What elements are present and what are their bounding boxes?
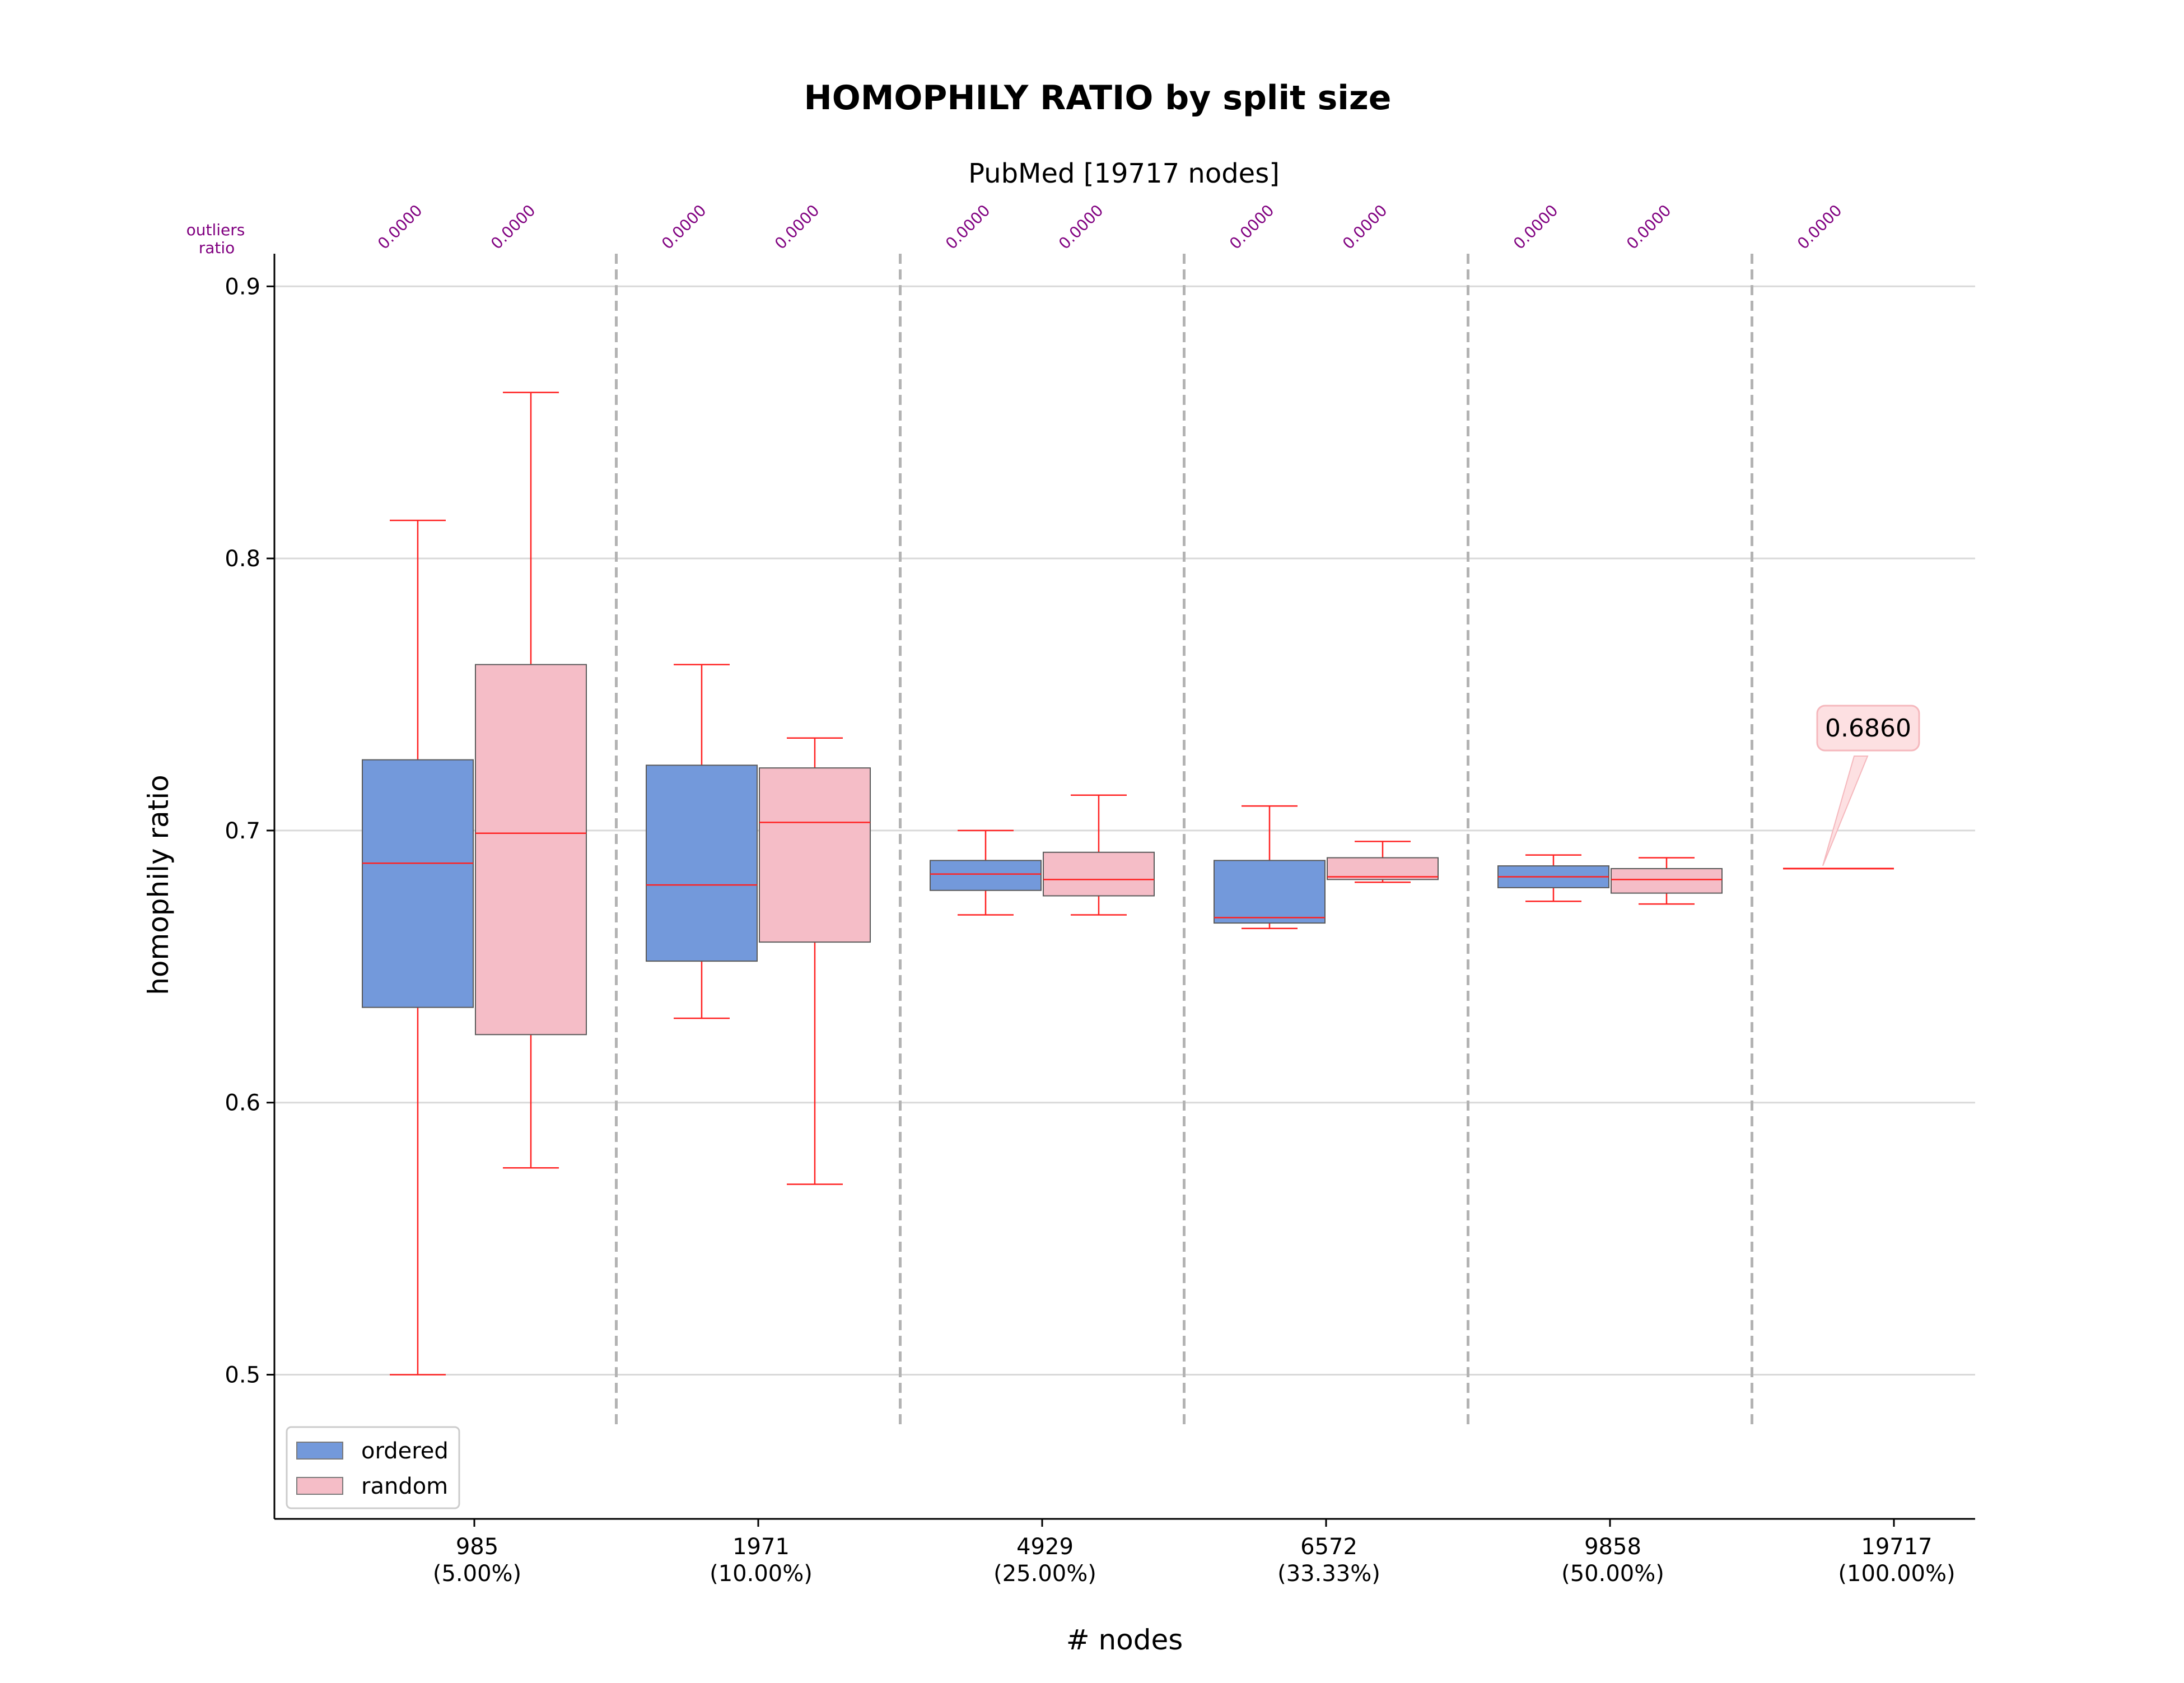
box-ordered-6572 [1214,805,1326,930]
x-axis-label: # nodes [1066,1624,1183,1656]
x-tick-label: 985 [456,1534,498,1560]
outlier-ratio-label: 0.0000 [1055,201,1107,253]
annotation-value: 0.6860 [1825,714,1911,743]
x-tick-sublabel: (5.00%) [433,1561,521,1587]
chart-subtitle: PubMed [19717 nodes] [968,158,1280,189]
box-ordered-4929 [930,829,1042,916]
plot-area: 0.6860 0.5 0.6 0.7 0.8 0.9 985(5.00%) 1971(10.0… [186,201,1975,1587]
box-random-985 [475,391,587,1169]
outliers-header-line1: outliers [186,221,245,239]
x-tick-sublabel: (100.00%) [1838,1561,1955,1587]
iqr-box [1327,857,1439,880]
x-tick-sublabel: (50.00%) [1561,1561,1664,1587]
box-random-1971 [759,737,871,1185]
outlier-ratio-label: 0.0000 [1623,201,1675,253]
box-ordered-1971 [646,664,758,1019]
outlier-ratio-label: 0.0000 [1510,201,1562,253]
legend-label-ordered: ordered [361,1438,449,1464]
annotation-box [1816,705,1920,752]
y-tick-label: 0.8 [225,546,260,572]
outlier-ratio-label: 0.0000 [487,201,539,253]
y-tick-label: 0.6 [225,1090,260,1116]
outlier-ratio-label: 0.0000 [374,201,426,253]
iqr-box [1043,851,1155,897]
outlier-ratio-label: 0.0000 [771,201,823,253]
x-tick-label: 6572 [1300,1534,1357,1560]
box-ordered-985 [362,519,474,1376]
outlier-ratio-label: 0.0000 [1794,201,1846,253]
x-tick-label: 1971 [732,1534,790,1560]
iqr-box [759,767,871,943]
iqr-box [475,664,587,1036]
annotation-pointer [1822,756,1869,866]
chart-title: HOMOPHILY RATIO by split size [804,78,1391,118]
y-tick-label: 0.7 [225,818,260,844]
x-tick-sublabel: (25.00%) [993,1561,1096,1587]
y-tick-label: 0.9 [225,274,260,300]
iqr-box [362,759,474,1008]
x-tick-sublabel: (10.00%) [710,1561,813,1587]
iqr-box [646,764,758,962]
x-tick-label: 4929 [1016,1534,1074,1560]
legend-swatch-ordered [296,1442,343,1460]
outlier-ratio-label: 0.0000 [1339,201,1391,253]
box-random-9858 [1611,857,1723,905]
x-tick-label: 19717 [1861,1534,1932,1560]
y-axis-label: homophily ratio [142,775,175,995]
legend: ordered random [286,1426,460,1509]
box-random-6572 [1327,841,1439,883]
x-tick-label: 9858 [1584,1534,1641,1560]
iqr-box [1214,860,1326,924]
legend-label-random: random [361,1474,448,1499]
outlier-ratio-label: 0.0000 [658,201,710,253]
iqr-box [1611,868,1723,894]
legend-swatch-random [296,1477,343,1495]
outliers-header-line2: ratio [199,239,235,257]
outlier-ratio-label: 0.0000 [942,201,994,253]
box-ordered-9858 [1497,854,1609,902]
x-tick-sublabel: (33.33%) [1277,1561,1380,1587]
box-random-4929 [1043,794,1155,916]
y-tick-label: 0.5 [225,1363,260,1388]
outlier-ratio-label: 0.0000 [1226,201,1278,253]
iqr-box [930,860,1042,891]
